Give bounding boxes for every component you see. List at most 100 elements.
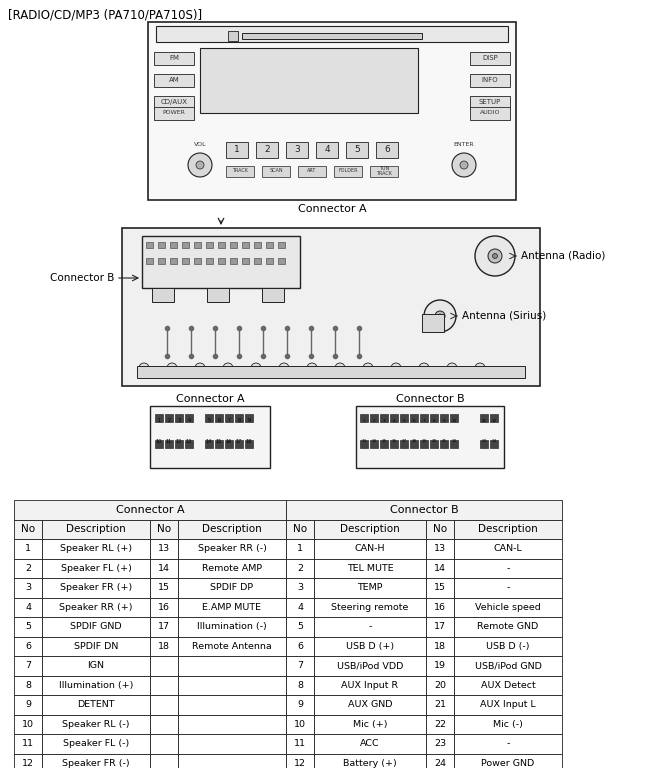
Text: 18: 18 xyxy=(434,642,446,650)
Text: Steering remote: Steering remote xyxy=(331,603,408,612)
Text: 5: 5 xyxy=(402,419,405,423)
Text: 17: 17 xyxy=(158,622,170,631)
Text: AM: AM xyxy=(169,77,179,83)
Bar xyxy=(426,656,454,676)
Bar xyxy=(286,637,314,656)
Text: AUX Input R: AUX Input R xyxy=(341,680,398,690)
Text: AUX GND: AUX GND xyxy=(348,700,392,710)
Text: Antenna (Radio): Antenna (Radio) xyxy=(521,251,606,261)
Bar xyxy=(150,637,178,656)
Bar xyxy=(440,414,448,422)
Text: 14: 14 xyxy=(434,564,446,573)
Text: No: No xyxy=(433,525,447,535)
Text: 3: 3 xyxy=(294,145,300,154)
Bar xyxy=(226,166,254,177)
Bar xyxy=(178,617,286,637)
Bar xyxy=(298,166,326,177)
Bar xyxy=(146,258,153,264)
Text: 6: 6 xyxy=(413,419,415,423)
Bar xyxy=(470,52,510,65)
Bar xyxy=(256,142,278,158)
Bar xyxy=(178,753,286,768)
Text: Speaker FL (-): Speaker FL (-) xyxy=(63,740,129,748)
Text: SPDIF DP: SPDIF DP xyxy=(210,583,254,592)
Text: Power GND: Power GND xyxy=(481,759,535,768)
Text: 9: 9 xyxy=(248,418,250,423)
Text: 8: 8 xyxy=(297,680,303,690)
Text: FOLDER: FOLDER xyxy=(338,168,358,174)
Bar xyxy=(150,714,178,734)
Bar xyxy=(426,714,454,734)
Text: 23: 23 xyxy=(434,740,446,748)
Bar xyxy=(346,142,368,158)
Text: 11: 11 xyxy=(22,740,34,748)
Bar xyxy=(420,414,428,422)
Bar xyxy=(42,695,150,714)
Bar xyxy=(314,656,426,676)
Text: INFO: INFO xyxy=(481,77,498,83)
Circle shape xyxy=(195,363,205,373)
Bar xyxy=(426,695,454,714)
Bar xyxy=(454,578,562,598)
Text: 13: 13 xyxy=(186,439,192,444)
Text: 7: 7 xyxy=(228,418,230,423)
Text: USB D (-): USB D (-) xyxy=(486,642,530,650)
Text: CD/AUX: CD/AUX xyxy=(161,99,187,105)
Text: 4: 4 xyxy=(187,418,191,423)
Bar xyxy=(175,414,183,422)
Bar xyxy=(370,414,378,422)
Text: IGN: IGN xyxy=(88,661,104,670)
Circle shape xyxy=(475,363,485,373)
Bar xyxy=(42,734,150,753)
Bar xyxy=(14,578,42,598)
Bar xyxy=(14,695,42,714)
Text: 18: 18 xyxy=(412,439,416,443)
Bar xyxy=(152,288,174,302)
Bar xyxy=(158,242,165,248)
Bar xyxy=(178,539,286,558)
Text: 13: 13 xyxy=(434,545,446,553)
Text: 1: 1 xyxy=(234,145,240,154)
Bar xyxy=(185,414,193,422)
Bar xyxy=(155,440,163,448)
Bar xyxy=(440,440,448,448)
Text: 1: 1 xyxy=(297,545,303,553)
Circle shape xyxy=(307,363,317,373)
Text: 24: 24 xyxy=(491,439,497,443)
Text: Speaker RR (+): Speaker RR (+) xyxy=(59,603,133,612)
Text: 20: 20 xyxy=(434,680,446,690)
Text: Connector B: Connector B xyxy=(50,273,114,283)
Bar xyxy=(314,617,426,637)
Bar xyxy=(158,258,165,264)
Text: 1: 1 xyxy=(25,545,31,553)
Text: SPDIF DN: SPDIF DN xyxy=(74,642,118,650)
Bar xyxy=(170,242,177,248)
Text: 22: 22 xyxy=(452,439,457,443)
Text: 8: 8 xyxy=(25,680,31,690)
Bar xyxy=(314,753,426,768)
Bar xyxy=(360,414,368,422)
Bar xyxy=(426,539,454,558)
Text: Description: Description xyxy=(340,525,400,535)
Bar xyxy=(426,753,454,768)
Text: 16: 16 xyxy=(158,603,170,612)
Text: 19: 19 xyxy=(434,661,446,670)
Bar xyxy=(122,228,540,386)
Bar xyxy=(454,519,562,539)
Text: Speaker RL (+): Speaker RL (+) xyxy=(60,545,132,553)
Bar xyxy=(226,142,248,158)
Bar xyxy=(42,598,150,617)
Bar xyxy=(286,695,314,714)
Text: No: No xyxy=(293,525,307,535)
Text: Connector B: Connector B xyxy=(390,505,458,515)
Bar xyxy=(200,48,418,113)
Bar xyxy=(185,440,193,448)
Text: 4: 4 xyxy=(297,603,303,612)
Text: 11: 11 xyxy=(481,419,487,423)
Bar xyxy=(207,288,229,302)
Text: 11: 11 xyxy=(294,740,306,748)
Text: 9: 9 xyxy=(443,419,446,423)
Bar xyxy=(262,288,284,302)
Text: 4: 4 xyxy=(392,419,395,423)
Bar xyxy=(14,539,42,558)
